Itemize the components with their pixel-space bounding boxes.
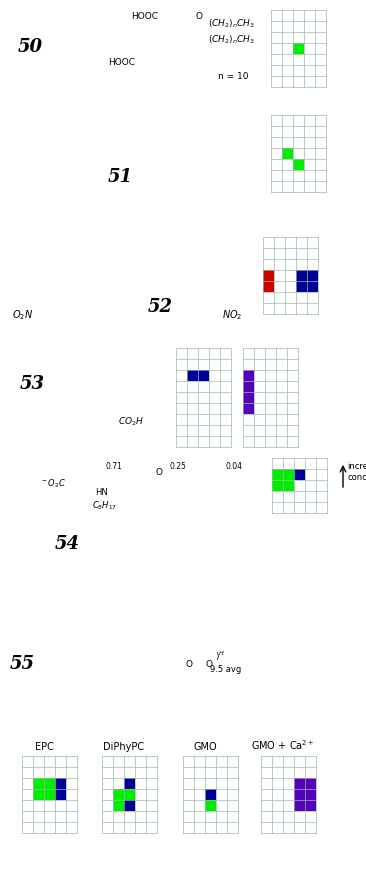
Bar <box>183 756 238 833</box>
Bar <box>113 789 124 800</box>
Text: EPC: EPC <box>34 742 53 752</box>
Bar <box>261 756 316 833</box>
Bar <box>305 778 316 789</box>
Text: HOOC: HOOC <box>131 12 158 21</box>
Text: 51: 51 <box>108 168 133 186</box>
Text: $(CH_2)_nCH_3$: $(CH_2)_nCH_3$ <box>208 33 255 45</box>
Bar <box>282 148 293 159</box>
Bar <box>271 115 326 192</box>
Bar <box>176 348 231 447</box>
Text: GMO: GMO <box>193 742 217 752</box>
Text: $NO_2$: $NO_2$ <box>222 308 243 322</box>
Bar <box>124 789 135 800</box>
Text: $^-O_2C$: $^-O_2C$ <box>40 478 66 490</box>
Text: O: O <box>196 12 203 21</box>
Bar <box>22 756 77 833</box>
Bar <box>55 778 66 789</box>
Text: HN: HN <box>95 488 108 497</box>
Text: $CO_2H$: $CO_2H$ <box>118 415 144 427</box>
Text: $O_2N$: $O_2N$ <box>12 308 33 322</box>
Text: O: O <box>185 660 192 669</box>
Bar <box>205 800 216 811</box>
Bar <box>296 281 307 292</box>
Bar <box>272 469 283 480</box>
Text: HOOC: HOOC <box>108 58 135 67</box>
Bar <box>294 469 305 480</box>
Bar <box>113 800 124 811</box>
Text: 55: 55 <box>10 655 35 673</box>
Text: 0.25: 0.25 <box>170 462 187 471</box>
Bar <box>272 458 327 513</box>
Bar <box>305 789 316 800</box>
Bar <box>296 270 307 281</box>
Bar <box>55 789 66 800</box>
Text: O: O <box>155 468 162 477</box>
Bar <box>283 480 294 491</box>
Bar <box>243 403 254 414</box>
Bar <box>293 159 304 170</box>
Text: 54: 54 <box>55 535 80 553</box>
Bar <box>243 392 254 403</box>
Bar <box>305 800 316 811</box>
Text: $(CH_2)_nCH_3$: $(CH_2)_nCH_3$ <box>208 18 255 31</box>
Bar <box>271 10 326 87</box>
Text: 0.04: 0.04 <box>225 462 242 471</box>
Bar <box>283 469 294 480</box>
Text: increase
conc.: increase conc. <box>347 462 366 482</box>
Bar <box>44 789 55 800</box>
Bar <box>205 789 216 800</box>
Bar <box>124 778 135 789</box>
Bar <box>294 789 305 800</box>
Bar <box>307 281 318 292</box>
Text: 52: 52 <box>148 298 173 316</box>
Bar <box>294 800 305 811</box>
Text: $C_8H_{17}$: $C_8H_{17}$ <box>92 500 117 512</box>
Bar <box>33 778 44 789</box>
Bar <box>243 370 254 381</box>
Bar <box>44 778 55 789</box>
Bar <box>294 778 305 789</box>
Bar <box>124 800 135 811</box>
Text: O: O <box>205 660 212 669</box>
Bar <box>198 370 209 381</box>
Bar <box>263 281 274 292</box>
Bar <box>243 348 298 447</box>
Bar <box>263 237 318 314</box>
Text: 50: 50 <box>18 38 43 56</box>
Bar <box>293 43 304 54</box>
Text: 0.71: 0.71 <box>105 462 122 471</box>
Text: DiPhyPC: DiPhyPC <box>104 742 145 752</box>
Bar <box>102 756 157 833</box>
Bar <box>263 270 274 281</box>
Text: 53: 53 <box>20 375 45 393</box>
Bar <box>187 370 198 381</box>
Bar <box>272 480 283 491</box>
Bar <box>243 381 254 392</box>
Text: GMO + Ca$^{2+}$: GMO + Ca$^{2+}$ <box>251 739 315 752</box>
Bar <box>307 270 318 281</box>
Bar <box>33 789 44 800</box>
Text: n = 10: n = 10 <box>218 72 249 81</box>
Text: $)^H$: $)^H$ <box>215 650 225 663</box>
Text: 9.5 avg: 9.5 avg <box>210 665 241 674</box>
